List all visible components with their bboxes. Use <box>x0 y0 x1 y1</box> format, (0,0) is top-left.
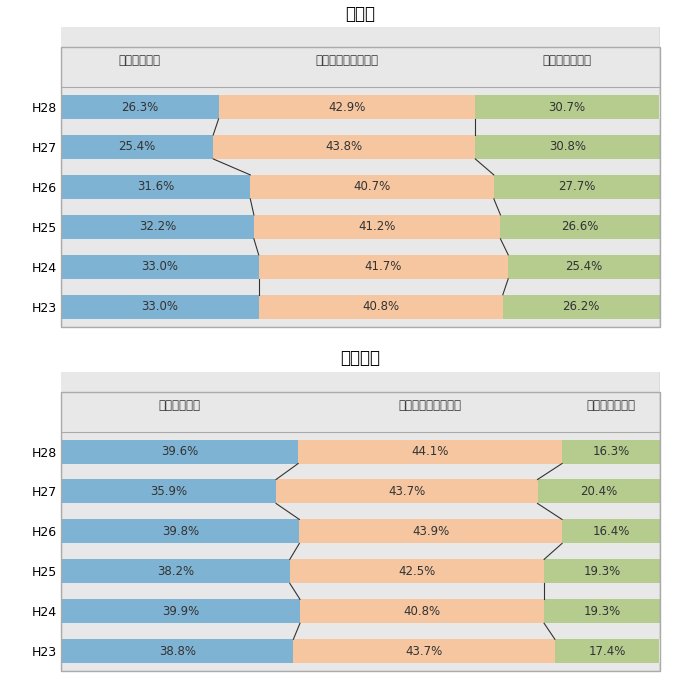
Text: 十分と思わない: 十分と思わない <box>543 54 592 67</box>
Title: 無延滞者: 無延滞者 <box>341 349 380 367</box>
Text: どちらともいえない: どちらともいえない <box>316 54 379 67</box>
Bar <box>475 95 659 119</box>
Bar <box>258 255 508 279</box>
Text: 25.4%: 25.4% <box>566 260 603 273</box>
Text: どちらともいえない: どちらともいえない <box>398 399 462 412</box>
Bar <box>555 639 659 663</box>
Text: 16.4%: 16.4% <box>592 525 630 538</box>
Bar <box>61 519 660 543</box>
Bar <box>562 519 660 543</box>
Bar <box>276 479 537 504</box>
Title: 延滞者: 延滞者 <box>345 5 375 23</box>
Bar <box>508 255 660 279</box>
Text: 43.7%: 43.7% <box>405 645 443 658</box>
Text: 39.9%: 39.9% <box>162 605 199 618</box>
Text: 32.2%: 32.2% <box>139 220 176 233</box>
Text: 26.3%: 26.3% <box>121 100 158 113</box>
Bar <box>61 95 660 119</box>
Text: 30.8%: 30.8% <box>549 140 586 153</box>
Bar <box>61 295 660 319</box>
Text: 33.0%: 33.0% <box>141 300 178 313</box>
Bar <box>61 639 660 663</box>
Bar <box>299 519 562 543</box>
Text: 19.3%: 19.3% <box>583 565 620 578</box>
Text: 27.7%: 27.7% <box>558 180 596 193</box>
Text: 十分と思わない: 十分と思わない <box>586 399 635 412</box>
Text: 42.5%: 42.5% <box>398 565 436 578</box>
Bar <box>293 639 555 663</box>
Bar <box>61 255 660 279</box>
Text: 33.0%: 33.0% <box>141 260 178 273</box>
Bar <box>61 439 660 464</box>
Text: 17.4%: 17.4% <box>588 645 626 658</box>
Text: 41.7%: 41.7% <box>364 260 402 273</box>
Text: 31.6%: 31.6% <box>137 180 174 193</box>
Bar <box>61 479 276 504</box>
Text: 43.8%: 43.8% <box>326 140 363 153</box>
Text: 39.6%: 39.6% <box>161 445 199 458</box>
Text: 35.9%: 35.9% <box>150 485 187 498</box>
Text: 25.4%: 25.4% <box>118 140 156 153</box>
Text: 44.1%: 44.1% <box>411 445 449 458</box>
Bar <box>61 559 660 583</box>
Text: 40.8%: 40.8% <box>403 605 441 618</box>
Bar <box>218 95 475 119</box>
Bar <box>61 439 298 464</box>
Bar <box>61 295 258 319</box>
Bar <box>61 559 290 583</box>
Bar <box>544 559 660 583</box>
Text: 42.9%: 42.9% <box>328 100 366 113</box>
Text: 43.7%: 43.7% <box>388 485 426 498</box>
Bar <box>537 479 660 504</box>
Bar <box>61 255 258 279</box>
Text: 26.6%: 26.6% <box>561 220 598 233</box>
Bar <box>298 439 562 464</box>
Bar <box>61 599 300 623</box>
Bar <box>214 135 475 159</box>
Bar <box>61 479 660 504</box>
Text: 30.7%: 30.7% <box>549 100 585 113</box>
Bar <box>258 295 503 319</box>
Bar <box>61 639 293 663</box>
Bar <box>562 439 660 464</box>
Bar <box>61 519 299 543</box>
Text: 41.2%: 41.2% <box>358 220 396 233</box>
Bar <box>544 599 660 623</box>
Text: 40.8%: 40.8% <box>362 300 399 313</box>
Text: 20.4%: 20.4% <box>580 485 617 498</box>
Bar <box>250 175 494 199</box>
Bar <box>290 559 544 583</box>
Text: 26.2%: 26.2% <box>562 300 600 313</box>
Bar <box>61 215 254 239</box>
Text: 16.3%: 16.3% <box>592 445 630 458</box>
Text: 43.9%: 43.9% <box>412 525 449 538</box>
Bar <box>61 599 660 623</box>
Bar <box>61 175 250 199</box>
Bar <box>61 135 214 159</box>
Text: 十分だと思う: 十分だと思う <box>158 399 201 412</box>
Text: 38.2%: 38.2% <box>157 565 194 578</box>
Bar <box>494 175 660 199</box>
Bar <box>61 135 660 159</box>
Bar <box>500 215 660 239</box>
Bar <box>300 599 544 623</box>
Text: 十分だと思う: 十分だと思う <box>119 54 161 67</box>
Bar <box>254 215 500 239</box>
Text: 40.7%: 40.7% <box>354 180 391 193</box>
Bar <box>61 215 660 239</box>
Bar <box>503 295 660 319</box>
Text: 19.3%: 19.3% <box>583 605 620 618</box>
Text: 39.8%: 39.8% <box>162 525 199 538</box>
Bar <box>61 175 660 199</box>
Bar <box>475 135 660 159</box>
Text: 38.8%: 38.8% <box>159 645 196 658</box>
Bar <box>61 95 218 119</box>
